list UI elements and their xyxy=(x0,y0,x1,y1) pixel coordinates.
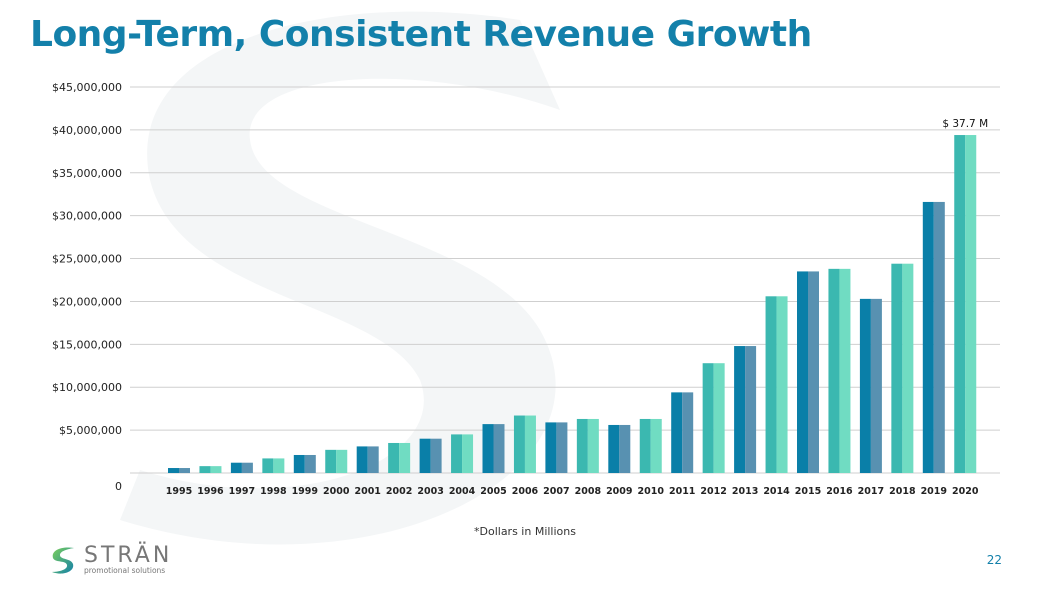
bar-2008-left xyxy=(576,418,588,473)
bar-2015-right xyxy=(808,271,819,473)
bar-2014-right xyxy=(776,296,788,473)
bar-2010-right xyxy=(650,418,662,473)
stran-s-icon xyxy=(52,547,74,574)
bar-2005-left xyxy=(482,424,494,473)
y-tick-label: $10,000,000 xyxy=(52,381,122,394)
x-tick-label: 2020 xyxy=(952,486,979,497)
bar-2012-right xyxy=(713,363,725,473)
x-tick-label: 2017 xyxy=(858,486,884,497)
bar-2016-right xyxy=(839,268,851,473)
logo-tagline: promotional solutions xyxy=(84,565,166,575)
bar-2001-right xyxy=(367,446,379,473)
x-tick-label: 2018 xyxy=(889,486,916,497)
bar-2003-right xyxy=(430,438,442,473)
y-tick-label: $35,000,000 xyxy=(52,167,122,180)
bar-2017-right xyxy=(870,298,882,473)
bar-2001-left xyxy=(356,446,368,473)
x-tick-label: 1996 xyxy=(197,486,224,497)
bar-2019-right xyxy=(933,201,945,474)
bar-1999-left xyxy=(293,454,305,473)
y-tick-label: $45,000,000 xyxy=(52,81,122,94)
x-tick-label: 2015 xyxy=(795,486,821,497)
logo-name: STRÄN xyxy=(84,542,173,568)
bar-2010-left xyxy=(639,418,651,473)
bar-2003-left xyxy=(419,438,431,473)
bar-2014-left xyxy=(765,296,777,473)
x-tick-label: 2009 xyxy=(606,486,632,497)
x-tick-label: 2003 xyxy=(417,486,443,497)
x-tick-label: 2014 xyxy=(763,486,790,497)
bar-2007-right xyxy=(556,422,568,473)
bar-2016-left xyxy=(828,268,840,473)
bar-2005-right xyxy=(493,424,505,473)
x-tick-label: 2004 xyxy=(449,486,476,497)
bar-2012-left xyxy=(702,363,714,473)
x-tick-label: 2001 xyxy=(354,486,380,497)
bar-2009-left xyxy=(608,424,620,473)
bar-2020-right xyxy=(965,135,977,473)
bar-2002-right xyxy=(399,442,411,473)
bar-1999-right xyxy=(304,454,316,473)
y-tick-label: $30,000,000 xyxy=(52,210,122,223)
x-tick-label: 2007 xyxy=(543,486,569,497)
bar-1997-left xyxy=(230,462,242,473)
x-tick-label: 2010 xyxy=(638,486,665,497)
x-tick-label: 1999 xyxy=(292,486,318,497)
x-tick-label: 1997 xyxy=(229,486,255,497)
y-tick-label: $5,000,000 xyxy=(59,424,122,437)
bar-2018-left xyxy=(891,263,903,473)
bar-2015-left xyxy=(797,271,808,473)
bar-2004-right xyxy=(462,434,474,473)
bar-1997-right xyxy=(241,462,253,473)
x-tick-label: 2008 xyxy=(575,486,602,497)
bar-1996-left xyxy=(199,466,211,473)
bar-2000-right xyxy=(336,449,348,473)
bar-2004-left xyxy=(451,434,463,473)
bar-1995-left xyxy=(168,468,179,473)
bar-2020-left xyxy=(954,135,966,473)
bar-2011-left xyxy=(671,392,683,473)
bar-2019-left xyxy=(922,201,934,474)
x-tick-label: 2016 xyxy=(826,486,853,497)
bar-2011-right xyxy=(682,392,694,473)
x-tick-label: 2002 xyxy=(386,486,412,497)
bar-1996-right xyxy=(210,466,222,473)
footnote: *Dollars in Millions xyxy=(474,525,576,538)
bar-1995-right xyxy=(179,468,190,473)
bar-2009-right xyxy=(619,424,631,473)
bar-2017-left xyxy=(859,298,871,473)
bar-2013-right xyxy=(745,346,757,473)
page-title: Long-Term, Consistent Revenue Growth xyxy=(30,14,812,55)
stran-logo: STRÄN promotional solutions xyxy=(48,542,173,575)
bar-2006-left xyxy=(513,415,525,473)
bar-2018-right xyxy=(902,263,914,473)
y-tick-label: $20,000,000 xyxy=(52,295,122,308)
data-label: $ 37.7 M xyxy=(942,118,988,130)
x-tick-label: 2005 xyxy=(480,486,506,497)
x-tick-label: 2013 xyxy=(732,486,758,497)
x-tick-label: 2006 xyxy=(512,486,539,497)
page-number: 22 xyxy=(986,553,1002,567)
bar-2007-left xyxy=(545,422,557,473)
x-tick-label: 2019 xyxy=(921,486,947,497)
bar-2008-right xyxy=(587,418,599,473)
y-tick-label: $25,000,000 xyxy=(52,253,122,266)
x-tick-label: 1998 xyxy=(260,486,287,497)
y-tick-label: $15,000,000 xyxy=(52,338,122,351)
x-tick-label: 1995 xyxy=(166,486,192,497)
bar-2006-right xyxy=(524,415,536,473)
bar-1998-left xyxy=(262,458,274,473)
bar-2013-left xyxy=(734,346,746,473)
bar-2000-left xyxy=(325,449,337,473)
bar-1998-right xyxy=(273,458,285,473)
bar-2002-left xyxy=(388,442,400,473)
x-tick-label: 2012 xyxy=(700,486,726,497)
y-tick-label: 0 xyxy=(115,480,122,493)
x-tick-label: 2011 xyxy=(669,486,695,497)
x-tick-label: 2000 xyxy=(323,486,350,497)
y-tick-label: $40,000,000 xyxy=(52,124,122,137)
